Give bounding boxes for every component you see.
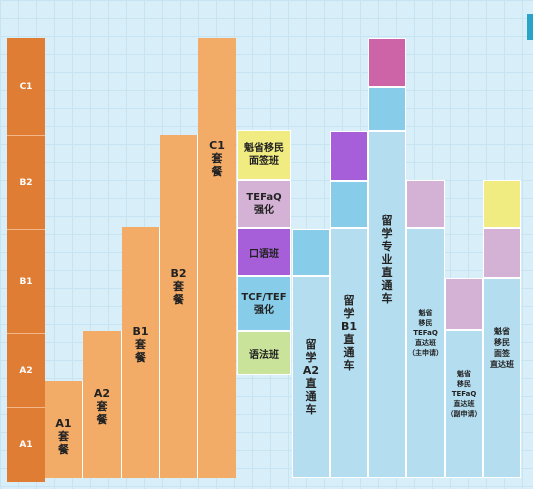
track-qc-tefaq-spouse: 魁省 移民 TEFaQ 直达班 （副申请）	[445, 330, 483, 478]
course-oral-label: 口语班	[249, 248, 279, 260]
level-a2: A2	[7, 334, 45, 408]
right-edge-accent	[527, 14, 533, 40]
level-b2: B2	[7, 136, 45, 230]
track-qc-interview: 魁省 移民 面签 直达班	[483, 278, 521, 478]
package-a2: A2 套 餐	[83, 331, 122, 478]
package-b2: B2 套 餐	[160, 135, 198, 478]
track-qc-tefaq-main-label: 魁省 移民 TEFaQ 直达班 （主申请）	[408, 309, 443, 357]
course-interview: 魁省移民 面签班	[237, 130, 291, 180]
package-b1-label: B1 套 餐	[132, 325, 149, 364]
track-qc-interview-label: 魁省 移民 面签 直达班	[490, 327, 514, 369]
course-grammar: 语法班	[237, 331, 291, 375]
track-major-direct: 留 学 专 业 直 通 车	[368, 131, 406, 478]
package-c1-label: C1 套 餐	[209, 138, 225, 178]
course-interview-label: 魁省移民 面签班	[244, 143, 284, 167]
course-grammar-label: 语法班	[249, 349, 279, 361]
qc-interview-tefaq-block	[483, 228, 521, 278]
level-column: C1 B2 B1 A2 A1	[7, 38, 45, 482]
track-b1-direct-label: 留 学 B1 直 通 车	[340, 294, 358, 372]
track-a2-direct-label: 留 学 A2 直 通 车	[302, 338, 320, 416]
track-qc-tefaq-spouse-label: 魁省 移民 TEFaQ 直达班 （副申请）	[446, 370, 482, 418]
package-c1: C1 套 餐	[198, 38, 236, 478]
course-tefaq-label: TEFaQ 强化	[246, 192, 282, 216]
package-a2-label: A2 套 餐	[93, 387, 111, 426]
level-a1: A1	[7, 408, 45, 482]
package-b2-label: B2 套 餐	[170, 267, 187, 306]
course-tefaq: TEFaQ 强化	[237, 180, 291, 228]
b1-direct-oral-block	[330, 131, 368, 181]
course-tcf-label: TCF/TEF 强化	[241, 291, 287, 316]
track-a2-direct: 留 学 A2 直 通 车	[292, 276, 330, 478]
a2-direct-top-block	[292, 229, 330, 276]
qc-interview-yellow-block	[483, 180, 521, 228]
qc-main-tefaq-block	[406, 180, 445, 228]
track-major-direct-label: 留 学 专 业 直 通 车	[381, 214, 393, 305]
level-c1: C1	[7, 38, 45, 136]
package-a1: A1 套 餐	[45, 381, 83, 478]
b1-direct-tcf-block	[330, 181, 368, 228]
track-b1-direct: 留 学 B1 直 通 车	[330, 228, 368, 478]
level-b1: B1	[7, 230, 45, 334]
qc-spouse-tefaq-block	[445, 278, 483, 330]
package-b1: B1 套 餐	[122, 227, 160, 478]
track-qc-tefaq-main: 魁省 移民 TEFaQ 直达班 （主申请）	[406, 228, 445, 478]
course-tcf: TCF/TEF 强化	[237, 276, 291, 331]
package-a1-label: A1 套 餐	[55, 417, 72, 456]
major-direct-tcf-block	[368, 87, 406, 131]
major-direct-pink-block	[368, 38, 406, 87]
course-oral: 口语班	[237, 228, 291, 276]
